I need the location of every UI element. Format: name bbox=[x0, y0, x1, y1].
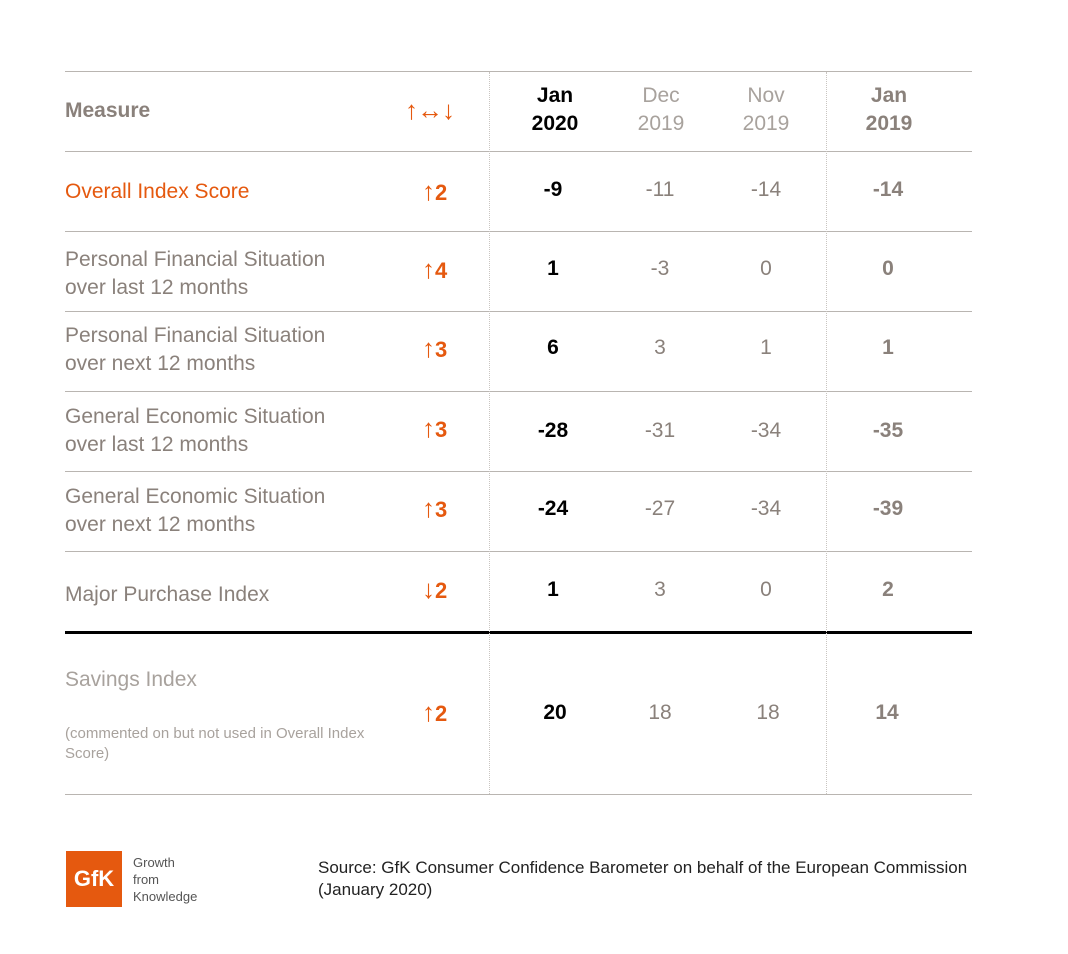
value-nov-2019: -14 bbox=[750, 178, 782, 201]
change-value: 3 bbox=[435, 417, 448, 442]
col-header-year: 2019 bbox=[865, 112, 913, 135]
header-rule bbox=[65, 151, 972, 152]
change-direction-header-icon: ↑↔↓ bbox=[405, 95, 455, 125]
value-jan-2019: -14 bbox=[872, 178, 904, 201]
value-jan-2020: 1 bbox=[547, 257, 559, 280]
col-header-month: Dec bbox=[642, 84, 680, 107]
change-major-purchase: ↓2 bbox=[422, 574, 447, 605]
value-nov-2019: 0 bbox=[760, 578, 772, 601]
value-jan-2020: -9 bbox=[543, 178, 563, 201]
row-label-line: Savings Index bbox=[65, 668, 197, 691]
value-nov-2019: 1 bbox=[760, 336, 772, 359]
col-header-dec-2019: Dec 2019 bbox=[606, 82, 716, 138]
top-rule bbox=[65, 71, 972, 72]
column-divider bbox=[826, 72, 827, 794]
change-pfs-last-12: ↑4 bbox=[422, 254, 447, 285]
value-jan-2020: 20 bbox=[543, 701, 567, 724]
value-dec-2019: -3 bbox=[650, 257, 670, 280]
row-label-ges-last-12: General Economic Situation over last 12 … bbox=[65, 403, 325, 459]
arrow-up-icon: ↑ bbox=[422, 493, 435, 523]
change-ges-next-12: ↑3 bbox=[422, 493, 447, 524]
value-jan-2020: 1 bbox=[547, 578, 559, 601]
change-value: 3 bbox=[435, 497, 448, 522]
row-label-line: Personal Financial Situation bbox=[65, 324, 326, 347]
col-header-jan-2020: Jan 2020 bbox=[500, 82, 610, 138]
row-label-line: General Economic Situation bbox=[65, 405, 326, 428]
change-value: 4 bbox=[435, 258, 448, 283]
arrow-up-icon: ↑ bbox=[422, 254, 435, 284]
row-label-pfs-last-12: Personal Financial Situation over last 1… bbox=[65, 246, 325, 302]
row-rule bbox=[65, 231, 972, 232]
change-savings-index: ↑2 bbox=[422, 697, 447, 728]
value-jan-2019: 1 bbox=[882, 336, 894, 359]
row-label-line: over last 12 months bbox=[65, 433, 249, 456]
row-rule bbox=[65, 311, 972, 312]
row-label-savings-index: Savings Index bbox=[65, 666, 197, 694]
arrow-up-icon: ↑ bbox=[422, 697, 435, 727]
row-rule bbox=[65, 471, 972, 472]
value-jan-2020: 6 bbox=[547, 336, 559, 359]
value-dec-2019: -27 bbox=[644, 497, 676, 520]
value-jan-2020: -28 bbox=[537, 419, 569, 442]
row-rule bbox=[65, 391, 972, 392]
bottom-rule bbox=[65, 794, 972, 795]
logo-tagline: Growth from Knowledge bbox=[133, 854, 197, 905]
value-nov-2019: 18 bbox=[756, 701, 780, 724]
row-label-line: Major Purchase Index bbox=[65, 583, 270, 606]
tagline-line: Growth bbox=[133, 855, 175, 870]
column-divider bbox=[489, 72, 490, 794]
value-jan-2020: -24 bbox=[537, 497, 569, 520]
col-header-year: 2019 bbox=[637, 112, 685, 135]
col-header-nov-2019: Nov 2019 bbox=[711, 82, 821, 138]
row-label-overall-index: Overall Index Score bbox=[65, 178, 249, 206]
col-header-jan-2019: Jan 2019 bbox=[834, 82, 944, 138]
row-label-major-purchase: Major Purchase Index bbox=[65, 581, 269, 609]
row-label-line: over next 12 months bbox=[65, 352, 256, 375]
value-nov-2019: -34 bbox=[750, 497, 782, 520]
tagline-line: from bbox=[133, 872, 159, 887]
savings-index-note: (commented on but not used in Overall In… bbox=[65, 725, 365, 762]
arrow-up-icon: ↑ bbox=[422, 176, 435, 206]
value-dec-2019: 18 bbox=[648, 701, 672, 724]
row-label-pfs-next-12: Personal Financial Situation over next 1… bbox=[65, 322, 325, 378]
change-value: 2 bbox=[435, 701, 448, 726]
source-note: Source: GfK Consumer Confidence Baromete… bbox=[318, 858, 968, 899]
row-label-line: Overall Index Score bbox=[65, 180, 250, 203]
col-header-month: Jan bbox=[536, 84, 574, 107]
change-overall-index: ↑2 bbox=[422, 176, 447, 207]
col-header-month: Nov bbox=[747, 84, 785, 107]
arrow-up-icon: ↑ bbox=[422, 333, 435, 363]
change-value: 2 bbox=[435, 180, 448, 205]
row-label-ges-next-12: General Economic Situation over next 12 … bbox=[65, 483, 325, 539]
row-label-line: Personal Financial Situation bbox=[65, 248, 326, 271]
value-nov-2019: 0 bbox=[760, 257, 772, 280]
value-jan-2019: 0 bbox=[882, 257, 894, 280]
row-rule bbox=[65, 551, 972, 552]
value-dec-2019: -31 bbox=[644, 419, 676, 442]
measure-header: Measure bbox=[65, 99, 151, 122]
tagline-line: Knowledge bbox=[133, 889, 198, 904]
change-value: 3 bbox=[435, 337, 448, 362]
arrow-up-icon: ↑ bbox=[422, 413, 435, 443]
value-nov-2019: -34 bbox=[750, 419, 782, 442]
value-jan-2019: -35 bbox=[872, 419, 904, 442]
change-ges-last-12: ↑3 bbox=[422, 413, 447, 444]
value-jan-2019: -39 bbox=[872, 497, 904, 520]
col-header-year: 2019 bbox=[742, 112, 790, 135]
arrow-down-icon: ↓ bbox=[422, 574, 435, 604]
value-dec-2019: 3 bbox=[654, 578, 666, 601]
value-dec-2019: 3 bbox=[654, 336, 666, 359]
change-value: 2 bbox=[435, 578, 448, 603]
value-dec-2019: -11 bbox=[645, 178, 675, 201]
change-pfs-next-12: ↑3 bbox=[422, 333, 447, 364]
row-label-line: over next 12 months bbox=[65, 513, 256, 536]
row-label-line: over last 12 months bbox=[65, 276, 249, 299]
savings-separator-rule bbox=[65, 631, 972, 634]
value-jan-2019: 2 bbox=[882, 578, 894, 601]
value-jan-2019: 14 bbox=[875, 701, 899, 724]
col-header-month: Jan bbox=[870, 84, 908, 107]
row-label-line: General Economic Situation bbox=[65, 485, 326, 508]
gfk-logo: GfK bbox=[66, 851, 122, 907]
col-header-year: 2020 bbox=[531, 112, 579, 135]
